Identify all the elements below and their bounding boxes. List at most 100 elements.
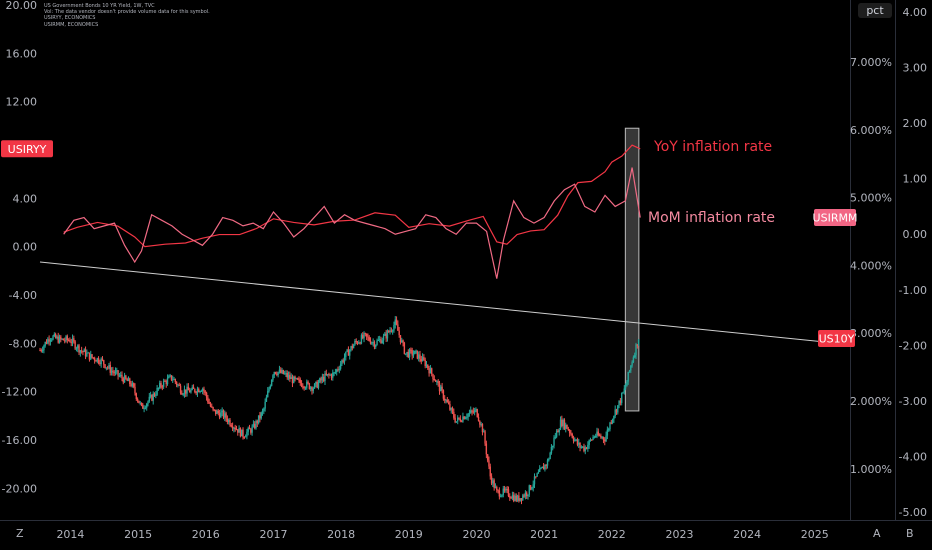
us10y-candle-body — [47, 339, 49, 344]
us10y-candle-body — [593, 436, 596, 438]
us10y-candle-body — [604, 439, 606, 442]
us10y-candle-body — [198, 388, 200, 392]
symbol-title[interactable]: US Government Bonds 10 YR Yield, 1W, TVC — [44, 3, 155, 9]
us10y-candle-body — [54, 334, 57, 339]
log-scale-toggle[interactable]: B — [906, 527, 914, 540]
us10y-candle-body — [44, 341, 46, 346]
us10y-candle-body — [58, 336, 61, 343]
us10y-candle-body — [584, 447, 586, 451]
us10y-candle-body — [40, 350, 43, 352]
us10y-candle-body — [544, 464, 546, 470]
us10y-candle-body — [153, 393, 156, 396]
us10y-candle-body — [170, 375, 173, 380]
us10y-candle-body — [309, 387, 312, 389]
us10y-candle-body — [401, 340, 403, 343]
us10y-candle-body — [235, 429, 238, 431]
us10y-candle-body — [442, 390, 445, 399]
us10y-candle-body — [278, 369, 281, 372]
us10y-candle-body — [514, 495, 516, 501]
us10y-candle-body — [218, 413, 221, 418]
us10y-candle-body — [510, 497, 512, 499]
us10y-candle-body — [39, 350, 41, 352]
us10y-candle-body — [295, 378, 298, 380]
us10y-candle-body — [53, 334, 56, 337]
us10y-candle-body — [484, 431, 486, 444]
us10y-candle-body — [156, 387, 158, 395]
us10y-candle-body — [570, 433, 572, 435]
us10y-candle-body — [541, 466, 544, 468]
usirmm-legend-item[interactable]: USIRMM, ECONOMICS — [44, 21, 99, 28]
left-axis-tick-label: -16.00 — [2, 434, 37, 447]
us10y-candle-body — [523, 495, 525, 497]
us10y-candle-body — [477, 416, 480, 422]
us10y-candle-body — [254, 423, 256, 429]
us10y-candle-body — [185, 389, 187, 394]
us10y-candle-body — [488, 460, 490, 467]
us10y-candle-body — [473, 410, 476, 413]
us10y-candle-body — [300, 383, 303, 387]
us10y-candle-body — [377, 339, 380, 341]
us10y-candle-body — [359, 342, 361, 344]
left-axis-tick-label: -4.00 — [9, 289, 37, 302]
usiryy-badge-bg — [1, 140, 53, 158]
us10y-candle-body — [280, 369, 282, 373]
us10y-candle-body — [611, 419, 614, 423]
us10y-candle-body — [518, 495, 520, 501]
us10y-candle-body — [548, 459, 550, 461]
left-axis-tick-label: 16.00 — [6, 47, 38, 60]
time-axis-tick-label: 2021 — [530, 528, 558, 541]
usiryy-line — [63, 144, 641, 248]
us10y-candle-body — [317, 382, 320, 388]
us10y-candle-body — [341, 360, 343, 365]
unit-label[interactable]: pct — [858, 3, 892, 18]
us10y-candle-body — [619, 400, 622, 403]
us10y-candle-body — [444, 398, 446, 401]
us10y-candle-body — [308, 383, 311, 389]
us10y-candle-body — [168, 376, 170, 379]
us10y-candle-body — [212, 407, 214, 410]
us10y-candle-body — [66, 336, 69, 341]
us10y-candle-body — [338, 368, 341, 370]
us10y-candle-body — [395, 319, 398, 325]
us10y-candle-body — [537, 471, 540, 474]
us10y-candle-body — [62, 338, 65, 341]
us10y-candle-body — [576, 439, 579, 445]
us10y-candle-body — [345, 351, 347, 358]
us10y-candle-body — [636, 344, 639, 346]
us10y-candle-body — [207, 397, 209, 403]
us10y-candle-body — [195, 392, 197, 394]
us10y-candle-body — [257, 415, 260, 424]
us10y-candle-body — [329, 374, 331, 376]
time-axis-tick-label: 2023 — [665, 528, 693, 541]
us10y-candle-body — [220, 412, 222, 418]
us10y-candle-body — [269, 385, 272, 389]
usiryy-legend-item[interactable]: USIRYY, ECONOMICS — [44, 15, 96, 22]
us10y-candle-body — [594, 436, 597, 438]
us10y-candle-body — [224, 413, 226, 418]
us10y-candle-body — [276, 373, 278, 375]
us10y-candle-body — [243, 437, 246, 439]
us10y-candle-body — [512, 495, 515, 501]
us10y-candle-body — [524, 492, 527, 497]
us10y-candle-body — [520, 498, 523, 501]
timezone-toggle[interactable]: Z — [16, 527, 24, 540]
us10y-candle-body — [97, 358, 100, 363]
auto-scale-toggle[interactable]: A — [873, 527, 881, 540]
us10y-candle-body — [143, 408, 145, 410]
us10y-candle-body — [433, 379, 436, 381]
us10y-candle-body — [358, 342, 360, 344]
us10y-candle-body — [250, 429, 252, 433]
us10y-candle-body — [499, 496, 502, 498]
us10y-candle-body — [479, 421, 481, 425]
far-axis-tick-label: -1.00 — [899, 284, 927, 297]
us10y-candle-body — [441, 386, 443, 391]
us10y-candle-body — [52, 336, 54, 340]
us10y-candle-body — [597, 431, 599, 436]
us10y-candle-body — [77, 345, 79, 349]
us10y-candle-body — [112, 370, 114, 373]
us10y-candle-body — [352, 344, 355, 349]
us10y-candle-body — [402, 340, 404, 343]
us10y-candle-body — [56, 336, 58, 339]
us10y-candle-body — [122, 378, 124, 383]
